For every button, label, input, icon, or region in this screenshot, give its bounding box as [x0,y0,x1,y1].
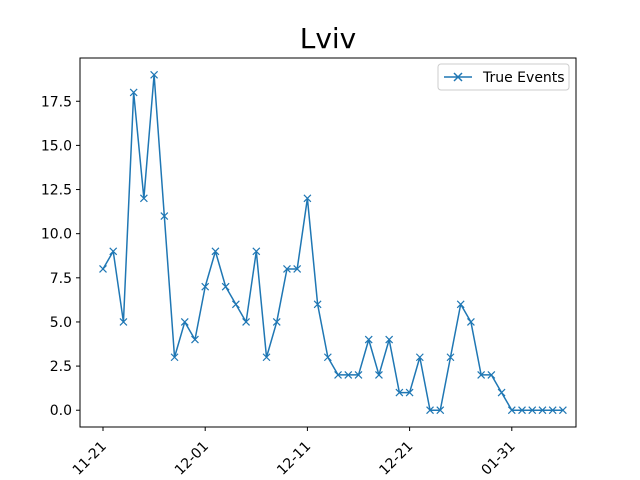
data-point [507,406,516,415]
legend-label: True Events [482,70,565,86]
data-point [436,406,445,415]
legend-marker-icon [453,72,463,82]
y-tick-label: 12.5 [41,183,72,199]
series-true-events [99,70,567,415]
plot-area [79,57,577,428]
y-tick-label: 0.0 [50,403,72,419]
data-point [518,406,526,415]
data-point [497,388,506,397]
x-tick-label: 12-21 [376,439,416,479]
data-point [548,406,557,415]
data-point [129,88,138,97]
data-point [109,247,118,256]
data-point [119,318,128,326]
data-point [180,318,189,326]
data-point [558,406,567,415]
data-point [477,370,486,379]
data-point [528,406,537,415]
chart-title: Lviv [300,22,357,55]
y-tick-label: 5.0 [50,315,72,331]
data-point [313,300,322,309]
x-tick-label: 12-11 [274,439,314,479]
x-tick-label: 01-31 [479,439,519,479]
data-point [405,388,414,397]
y-tick-label: 7.5 [50,271,72,287]
data-point [242,318,251,326]
data-point [344,370,353,379]
data-point [415,353,424,362]
data-point [99,265,107,273]
data-point [303,194,312,203]
data-point [364,335,373,344]
data-point [221,282,230,291]
data-point [354,370,363,379]
data-point [150,70,159,79]
data-point [231,300,240,309]
data-point [272,318,281,326]
data-point [375,370,383,379]
data-point [252,247,261,256]
data-point [466,318,475,326]
data-point [426,406,434,415]
data-point [283,265,291,273]
legend: True Events [437,63,570,91]
data-point [334,370,342,379]
data-point [446,353,455,362]
x-tick-label: 12-01 [172,439,212,479]
data-point [456,300,465,309]
x-axis: 11-21 12-01 12-11 12-21 01-31 [70,427,519,479]
data-point [487,370,496,379]
data-point [323,353,332,362]
data-point [262,353,271,362]
data-point [201,282,210,291]
data-point [191,335,199,344]
data-point [160,212,169,220]
x-tick-label: 11-21 [70,439,110,479]
y-tick-label: 2.5 [50,359,72,375]
data-point [293,265,302,273]
data-point [385,335,394,344]
y-tick-label: 17.5 [41,94,72,110]
y-tick-label: 15.0 [41,138,72,154]
data-point [139,194,148,203]
series-line [102,74,563,411]
plot-frame [79,57,577,428]
y-axis: 0.0 2.5 5.0 7.5 10.0 12.5 15.0 17.5 [41,94,80,419]
data-point [395,388,404,397]
legend-box [437,63,570,91]
y-tick-label: 10.0 [41,227,72,243]
data-point [211,247,220,256]
data-point [170,353,179,362]
data-point [538,406,547,415]
